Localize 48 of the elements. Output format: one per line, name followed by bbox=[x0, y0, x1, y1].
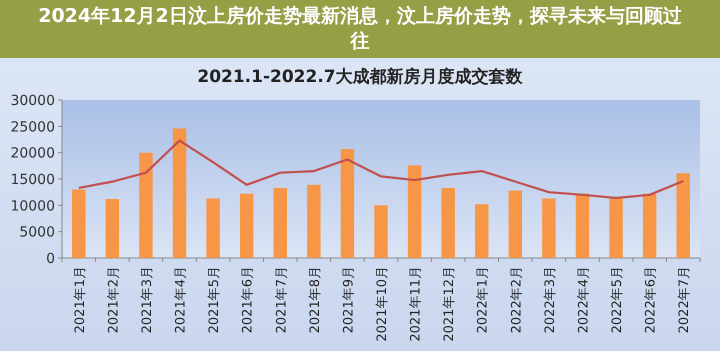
x-tick-label: 2021年9月 bbox=[341, 266, 356, 334]
line-series bbox=[78, 139, 684, 200]
text: 2024年12月2日汶上房价走势最新消息，汶上房价走势，探寻未来与回顾过往 bbox=[0, 0, 720, 58]
x-tick-label: 2022年4月 bbox=[576, 266, 592, 334]
x-tick-label: 2021年12月 bbox=[442, 266, 458, 342]
x-tick-label: 2021年10月 bbox=[375, 266, 390, 342]
bar bbox=[508, 190, 522, 258]
y-tick-label: 0 bbox=[46, 251, 55, 267]
y-tick-label: 30000 bbox=[10, 93, 55, 109]
x-tick-label: 2022年2月 bbox=[509, 266, 524, 334]
bar bbox=[374, 205, 388, 258]
bar bbox=[340, 148, 354, 258]
bar bbox=[240, 194, 254, 258]
y-tick-label: 25000 bbox=[10, 119, 55, 136]
x-tick-label: 2021年5月 bbox=[207, 266, 222, 334]
x-tick-label: 2022年5月 bbox=[610, 266, 626, 334]
bar bbox=[609, 198, 623, 258]
bar bbox=[274, 188, 287, 258]
bar bbox=[475, 204, 488, 258]
bar bbox=[106, 199, 120, 258]
bar bbox=[172, 128, 186, 258]
bar bbox=[139, 152, 153, 258]
x-tick-label: 2021年3月 bbox=[140, 266, 155, 334]
x-tick-label: 2021年7月 bbox=[274, 266, 290, 334]
bar bbox=[307, 184, 321, 258]
bar bbox=[206, 198, 220, 258]
x-tick-label: 2021年1月 bbox=[72, 266, 88, 334]
chart-title: 2021.1-2022.7大成都新房月度成交套数 bbox=[197, 67, 524, 87]
x-tick-label: 2021年6月 bbox=[240, 266, 256, 334]
x-tick-label: 2021年4月 bbox=[174, 266, 189, 334]
x-tick-label: 2021年8月 bbox=[308, 266, 323, 334]
x-tick-label: 2022年3月 bbox=[542, 266, 558, 334]
y-tick-label: 5000 bbox=[19, 224, 55, 241]
x-tick-label: 2021年2月 bbox=[106, 266, 122, 334]
bar bbox=[441, 188, 455, 258]
x-tick-label: 2021年11月 bbox=[408, 266, 424, 342]
x-tick-label: 2022年6月 bbox=[644, 266, 659, 334]
bar bbox=[72, 190, 86, 258]
y-tick-label: 20000 bbox=[10, 146, 55, 162]
y-tick-label: 10000 bbox=[10, 198, 55, 214]
bar bbox=[542, 198, 556, 258]
y-tick-label: 15000 bbox=[10, 172, 55, 188]
bar bbox=[408, 165, 422, 258]
x-tick-label: 2022年1月 bbox=[476, 266, 491, 334]
x-tick-label: 2022年7月 bbox=[677, 266, 692, 334]
bar bbox=[676, 173, 690, 258]
bar bbox=[576, 194, 590, 258]
bar bbox=[642, 194, 656, 258]
